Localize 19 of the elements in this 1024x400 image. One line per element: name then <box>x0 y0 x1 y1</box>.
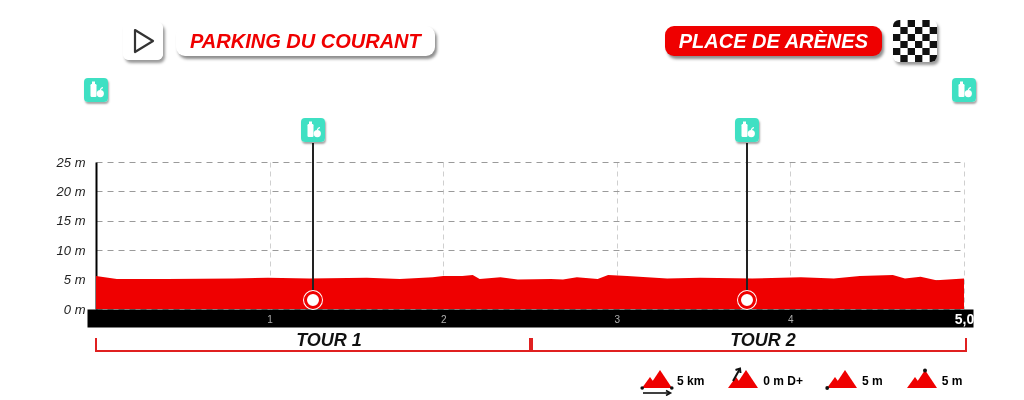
text: TOUR 1 <box>296 330 362 350</box>
text: TOUR 2 <box>730 330 796 350</box>
text: PARKING DU COURANT <box>190 30 421 52</box>
x-tick-label: 5,0 <box>954 310 975 327</box>
x-tick-label: 2 <box>440 313 447 325</box>
x-tick-label: 4 <box>788 313 795 325</box>
text: 5 km <box>677 374 705 388</box>
y-tick-label: 20 m <box>55 183 86 199</box>
x-tick-label: 3 <box>614 313 621 325</box>
y-tick-label: 10 m <box>56 242 86 258</box>
y-tick-label: 5 m <box>63 272 86 288</box>
text: 5 m <box>862 374 883 388</box>
text: PLACE DE ARÈNES <box>678 30 868 52</box>
y-tick-label: 25 m <box>55 154 86 170</box>
y-tick-label: 0 m <box>63 301 86 317</box>
y-tick-label: 15 m <box>56 213 86 229</box>
text: 0 m D+ <box>763 374 804 388</box>
x-tick-label: 1 <box>267 313 274 325</box>
text: 5 m <box>941 374 963 388</box>
